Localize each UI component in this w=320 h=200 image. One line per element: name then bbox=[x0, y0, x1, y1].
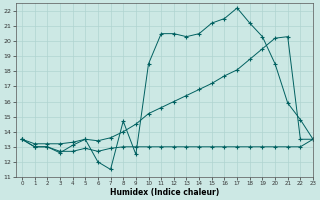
X-axis label: Humidex (Indice chaleur): Humidex (Indice chaleur) bbox=[110, 188, 219, 197]
